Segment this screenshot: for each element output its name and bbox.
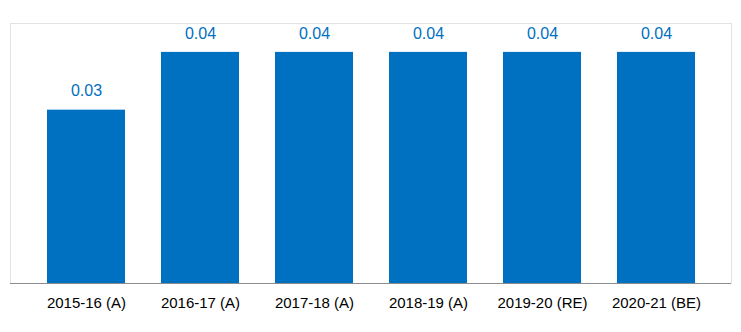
svg-text:2015-16 (A): 2015-16 (A): [47, 294, 126, 311]
svg-text:2017-18 (A): 2017-18 (A): [275, 294, 354, 311]
svg-text:0.04: 0.04: [413, 25, 444, 42]
svg-text:0.04: 0.04: [527, 25, 558, 42]
svg-text:0.04: 0.04: [641, 25, 672, 42]
svg-text:0.04: 0.04: [299, 25, 330, 42]
svg-text:2020-21 (BE): 2020-21 (BE): [612, 294, 701, 311]
svg-text:2018-19 (A): 2018-19 (A): [389, 294, 468, 311]
svg-text:0.03: 0.03: [71, 82, 102, 99]
svg-text:2016-17 (A): 2016-17 (A): [161, 294, 240, 311]
svg-text:0.04: 0.04: [185, 25, 216, 42]
svg-text:2019-20 (RE): 2019-20 (RE): [497, 294, 587, 311]
